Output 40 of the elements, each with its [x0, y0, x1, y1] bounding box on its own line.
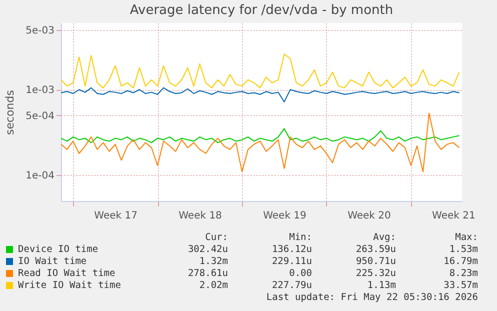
text: 16.79m — [442, 256, 478, 268]
text: 8.23m — [448, 268, 478, 280]
line-series — [61, 112, 460, 172]
legend-label: IO Wait time — [17, 256, 88, 268]
chart-title: Average latency for /dev/vda - by month — [130, 3, 394, 18]
x-tick-label: Week 18 — [178, 210, 222, 222]
text: 263.59u — [354, 244, 396, 256]
text: 1.32m — [198, 256, 228, 268]
text: 227.79u — [270, 280, 312, 292]
y-tick-label: 5e-03 — [26, 25, 54, 36]
x-tick-label: Week 20 — [348, 210, 391, 222]
text: 278.61u — [186, 268, 228, 280]
text: 0.00 — [288, 268, 312, 280]
y-tick-label: 5e-04 — [26, 110, 54, 122]
y-tick-label: 1e-04 — [26, 170, 54, 182]
legend-label: Read IO Wait time — [17, 268, 116, 280]
legend-label: Device IO time — [17, 244, 100, 256]
y-axis-title: seconds — [4, 90, 17, 135]
text: 136.12u — [270, 244, 312, 256]
legend-label: Write IO Wait time — [17, 280, 122, 292]
text: Last update: Fri May 22 05:30:16 2026 — [265, 292, 478, 304]
line-series — [61, 54, 460, 88]
text: 33.57m — [442, 280, 478, 292]
y-tick-label: 1e-03 — [26, 85, 54, 96]
text: Avg: — [372, 232, 396, 244]
text: 2.02m — [198, 280, 228, 292]
text: 1.13m — [366, 280, 396, 292]
x-tick-label: Week 19 — [263, 210, 306, 222]
text: 302.42u — [186, 244, 228, 256]
line-series — [61, 87, 460, 102]
text: Cur: — [204, 232, 228, 244]
text: Min: — [288, 232, 312, 244]
x-tick-label: Week 17 — [94, 210, 138, 222]
text: Max: — [454, 232, 478, 244]
x-tick-label: Week 21 — [432, 210, 476, 222]
text: 1.53m — [448, 244, 478, 256]
line-series — [61, 128, 460, 144]
text: 225.32u — [354, 268, 396, 280]
text: 229.11u — [270, 256, 312, 268]
text: 950.71u — [354, 256, 396, 268]
